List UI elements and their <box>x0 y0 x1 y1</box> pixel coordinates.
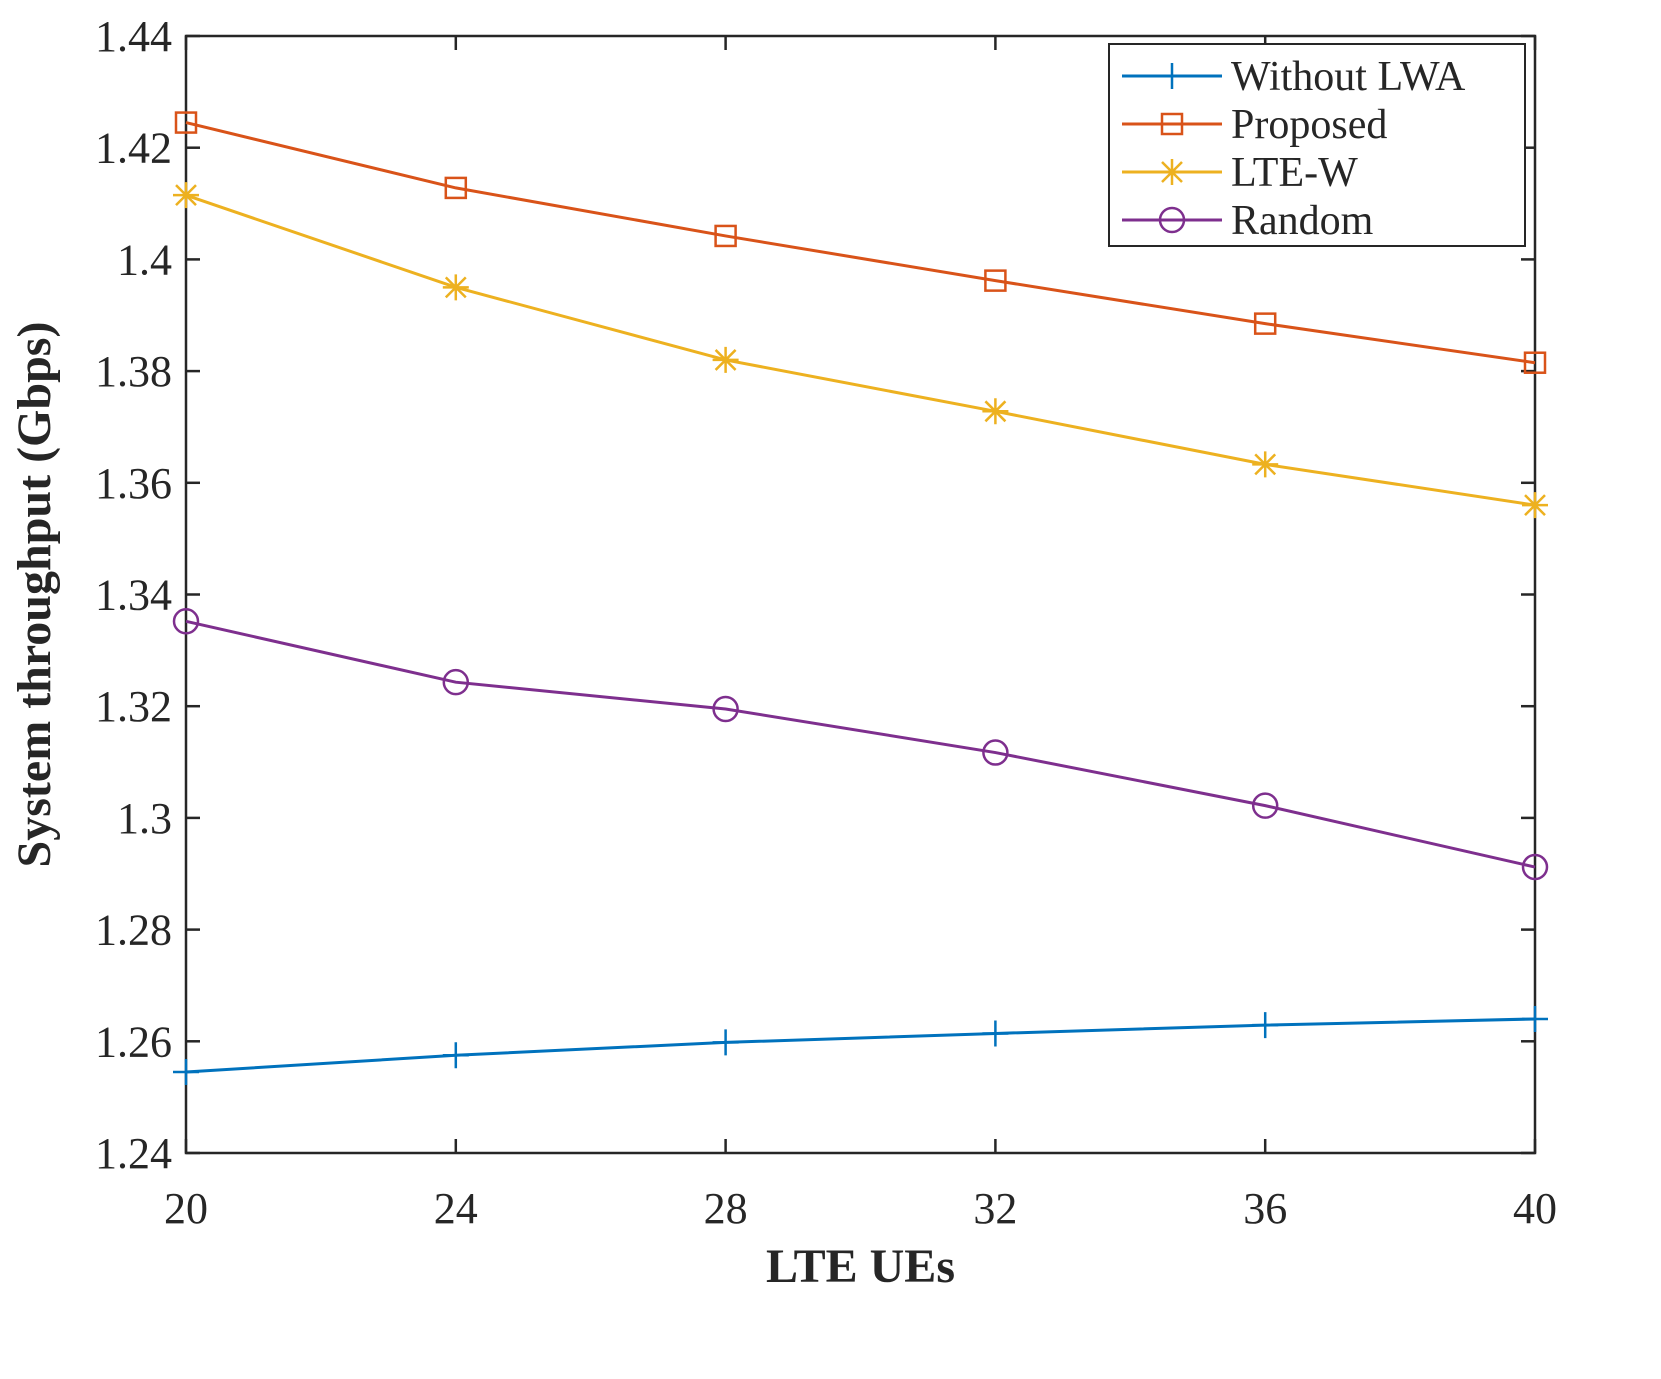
data-point <box>173 1059 199 1086</box>
series-line <box>185 1017 1536 1074</box>
data-point <box>1521 853 1549 881</box>
data-point <box>173 182 199 209</box>
y-tick-label: 1.44 <box>95 12 172 61</box>
series-line <box>185 193 1536 507</box>
y-tick-label: 1.24 <box>95 1129 172 1178</box>
data-point <box>982 739 1009 766</box>
y-tick-label: 1.32 <box>95 682 172 731</box>
data-point <box>1522 1005 1548 1032</box>
x-tick-label: 28 <box>704 1184 748 1233</box>
legend-marker <box>1158 206 1186 234</box>
legend-label: Random <box>1231 198 1374 244</box>
series-without-lwa <box>173 1005 1548 1086</box>
x-tick-label: 24 <box>434 1184 478 1233</box>
legend-marker <box>1159 63 1185 89</box>
series-random <box>172 608 1549 881</box>
data-point <box>712 695 739 723</box>
y-tick-label: 1.26 <box>95 1017 172 1066</box>
data-point <box>442 274 469 301</box>
data-point <box>1523 351 1547 374</box>
y-tick-label: 1.42 <box>95 124 172 173</box>
data-point <box>982 1020 1009 1047</box>
x-tick-label: 40 <box>1513 1184 1557 1233</box>
data-point <box>712 1029 739 1056</box>
x-axis-title: LTE UEs <box>766 1240 955 1293</box>
data-point <box>714 224 737 248</box>
data-point <box>1252 1012 1279 1039</box>
legend-label: LTE-W <box>1231 150 1358 196</box>
legend-label: Proposed <box>1231 102 1387 148</box>
y-tick-label: 1.3 <box>117 794 172 843</box>
legend-marker <box>1160 112 1184 136</box>
data-point <box>172 608 200 635</box>
y-tick-label: 1.36 <box>95 459 172 508</box>
y-tick-label: 1.28 <box>95 906 172 955</box>
data-point <box>174 111 198 134</box>
data-point <box>442 1042 469 1069</box>
data-point <box>982 398 1009 425</box>
legend-entry: Random <box>1122 198 1374 244</box>
x-tick-label: 36 <box>1243 1184 1287 1233</box>
y-tick-label: 1.38 <box>95 347 172 396</box>
data-point <box>444 176 468 200</box>
series-line <box>185 619 1536 869</box>
y-axis-title: System throughput (Gbps) <box>8 322 61 868</box>
legend-label: Without LWA <box>1231 54 1466 100</box>
x-tick-label: 20 <box>164 1184 208 1233</box>
data-point <box>984 269 1007 292</box>
x-tick-label: 32 <box>973 1184 1017 1233</box>
series-layer <box>172 111 1549 1086</box>
y-axis: 1.24 1.26 1.28 1.3 1.32 1.34 1.36 1.38 1.4 1.42 1.… <box>95 12 1535 1178</box>
data-point <box>1252 451 1279 478</box>
legend-entry: Proposed <box>1122 102 1387 148</box>
data-point <box>712 346 739 373</box>
x-axis: 20 24 28 32 36 40 <box>164 36 1557 1233</box>
data-point <box>1253 312 1277 335</box>
series-line <box>185 121 1536 365</box>
series-lte-w <box>173 182 1548 519</box>
legend-marker <box>1159 159 1185 185</box>
data-point <box>1251 792 1279 819</box>
legend-box <box>1108 43 1526 247</box>
legend-entry: Without LWA <box>1122 54 1466 100</box>
data-point <box>1522 492 1548 519</box>
legend-entry: LTE-W <box>1122 150 1358 196</box>
y-tick-label: 1.34 <box>95 571 172 620</box>
series-proposed <box>174 111 1547 374</box>
data-point <box>442 668 470 696</box>
y-tick-label: 1.4 <box>117 235 172 284</box>
